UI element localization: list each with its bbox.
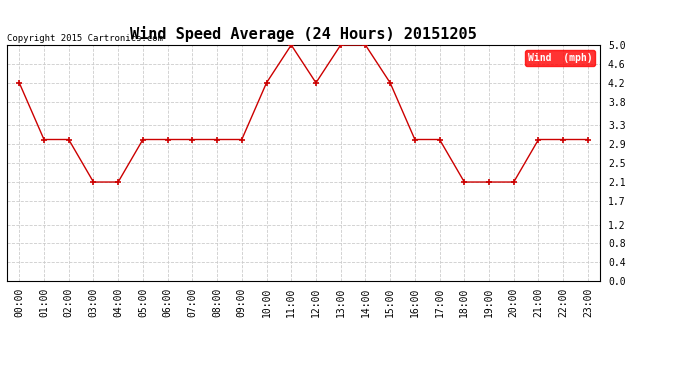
Legend: Wind  (mph): Wind (mph)	[525, 50, 595, 66]
Title: Wind Speed Average (24 Hours) 20151205: Wind Speed Average (24 Hours) 20151205	[130, 27, 477, 42]
Text: Copyright 2015 Cartronics.com: Copyright 2015 Cartronics.com	[7, 34, 163, 43]
